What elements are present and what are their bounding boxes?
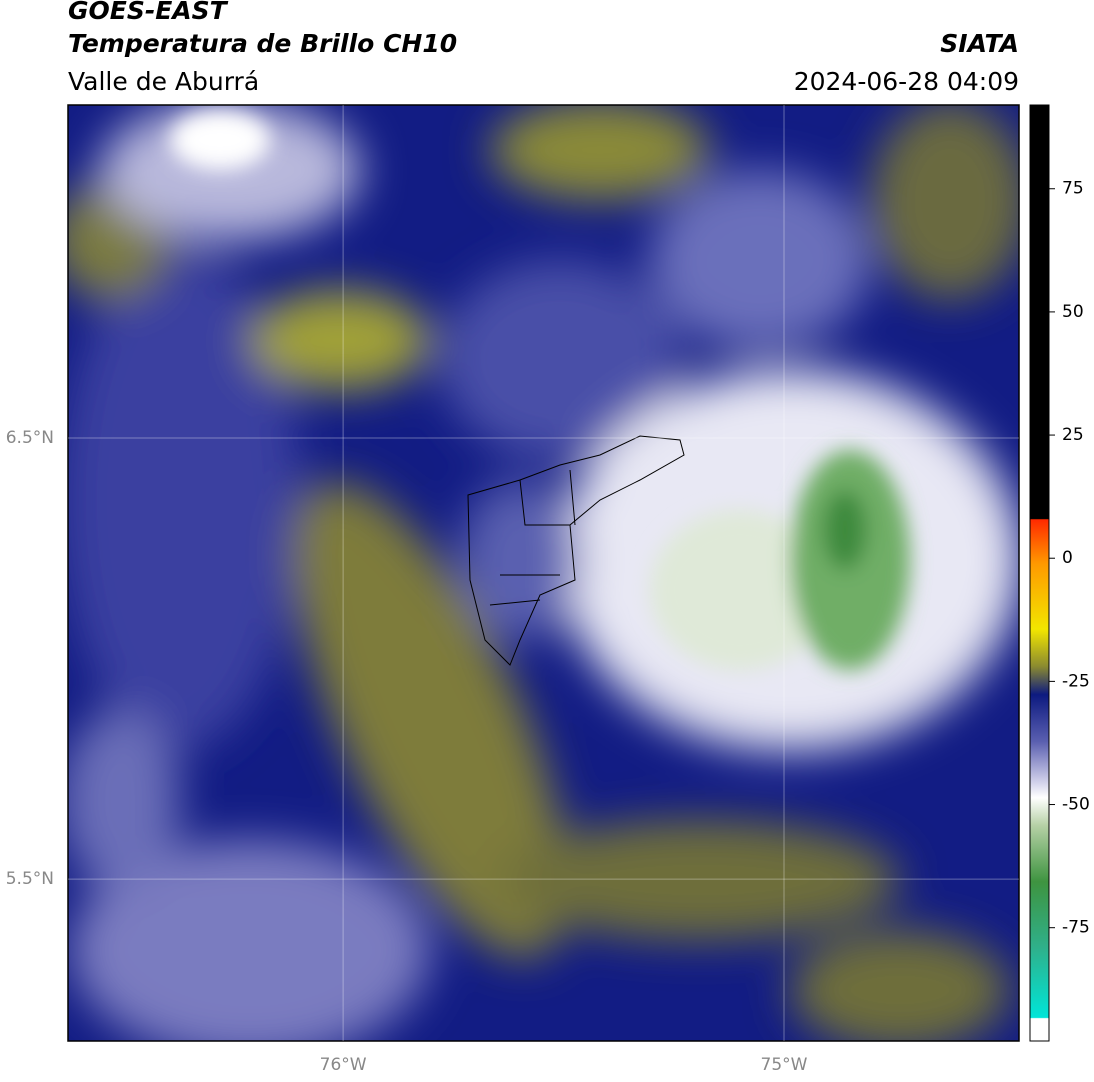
lat-label: 6.5°N — [6, 428, 54, 448]
colorbar — [1029, 104, 1050, 1042]
lon-label: 76°W — [320, 1055, 367, 1075]
map-image — [68, 105, 1019, 1041]
colorbar-tick-label: 25 — [1062, 425, 1084, 445]
colorbar-tick-label: 75 — [1062, 179, 1084, 199]
colorbar-tick-label: 0 — [1062, 548, 1073, 568]
agency: SIATA — [940, 29, 1019, 58]
lon-label: 75°W — [761, 1055, 808, 1075]
subtitle: Temperatura de Brillo CH10 — [68, 29, 457, 58]
colorbar-tick-label: -75 — [1062, 918, 1090, 938]
colorbar-tick-label: -50 — [1062, 795, 1090, 815]
region: Valle de Aburrá — [68, 67, 259, 96]
colorbar-tick-label: -25 — [1062, 671, 1090, 691]
colorbar-tick-label: 50 — [1062, 302, 1084, 322]
map-frame — [67, 104, 1020, 1042]
lat-label: 5.5°N — [6, 869, 54, 889]
title: GOES-EAST — [68, 0, 229, 25]
datetime: 2024-06-28 04:09 — [794, 67, 1019, 96]
